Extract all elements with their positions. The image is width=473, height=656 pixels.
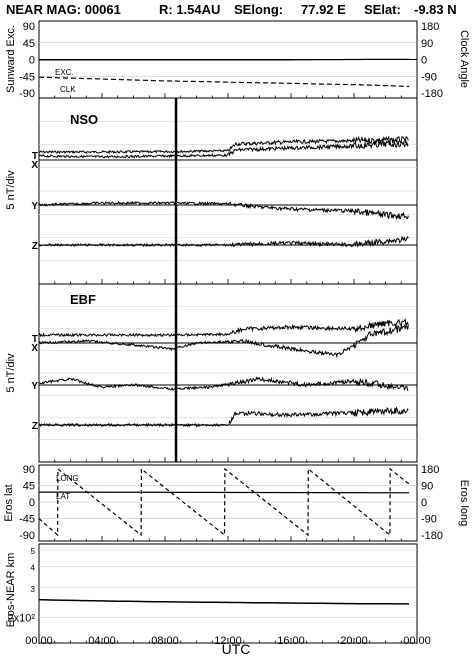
series-t (38, 318, 409, 338)
panel-exc-yticks: 90 45 0 -45 -90 (19, 21, 35, 100)
tick-label: 0 (421, 497, 427, 509)
x-tick-label: 16:00 (277, 635, 305, 647)
tick-label: -90 (19, 530, 35, 542)
tick-label: -90 (19, 88, 35, 100)
panel-eros-frame (38, 464, 418, 542)
series-z (38, 235, 409, 248)
panel-range-lines (39, 599, 410, 605)
clk-label: CLK (60, 85, 76, 94)
tick-label: -90 (421, 71, 437, 83)
channel-label-t: T (32, 334, 38, 345)
panel-nso-lines (38, 135, 409, 248)
series-y (39, 376, 409, 391)
x-tick-label: 08:00 (151, 635, 179, 647)
panel-ebf-channel-labels: TX Y Z (31, 334, 38, 432)
panel-eros-grid (39, 485, 417, 519)
panel-eros-lines (38, 467, 410, 537)
series-y (38, 200, 409, 221)
nso-title: NSO (70, 112, 98, 127)
x-tick-label: 04:00 (88, 635, 116, 647)
x-axis-ticks: 00:00 04:00 08:00 12:00 16:00 20:00 00:00 (25, 93, 431, 647)
tick-label: 90 (23, 21, 35, 33)
long-label: LONG (56, 474, 79, 483)
exc-ylabel: Sunward Exc. (5, 25, 17, 93)
panel-range-frame (38, 543, 418, 644)
channel-label-t: T (32, 151, 38, 162)
panel-nso-channel-labels: TX Y Z (31, 151, 38, 252)
header-selong-value: 77.92 E (301, 2, 346, 17)
series-t (38, 135, 409, 155)
panel-range-grid (39, 549, 417, 618)
channel-label-y: Y (31, 201, 38, 212)
x-axis-label: UTC (222, 641, 251, 656)
panel-eros-yticks-right: 180 90 0 -90 -180 (421, 464, 443, 542)
panel-exc-lines (38, 58, 410, 88)
tick-label: 90 (23, 464, 35, 476)
series-x (38, 324, 409, 359)
lat-series-line (38, 491, 410, 494)
tick-label: -45 (19, 71, 35, 83)
tick-label: 0 (421, 55, 427, 67)
tick-label: 0 (29, 55, 35, 67)
tick-label: 180 (421, 464, 439, 476)
channel-label-z: Z (32, 241, 38, 252)
header-selat: SElat: (364, 2, 401, 17)
ebf-title: EBF (70, 292, 96, 307)
x-tick-label: 20:00 (340, 635, 368, 647)
tick-label: 3 (31, 585, 36, 594)
tick-label: -180 (421, 88, 443, 100)
range-series-line (39, 599, 410, 605)
channel-label-z: Z (32, 421, 38, 432)
eros-lat-ylabel: Eros lat (3, 484, 15, 521)
exc-label: EXC. (55, 68, 74, 77)
tick-label: -45 (19, 514, 35, 526)
ebf-ylabel: 5 nT/div (5, 353, 17, 393)
clock-angle-ylabel: Clock Angle (458, 30, 470, 88)
x-tick-label: 00:00 (25, 635, 53, 647)
x-tick-label: 12:00 (214, 635, 242, 647)
panel-exc-yticks-right: 180 90 0 -90 -180 (421, 21, 443, 100)
exc-series-line (39, 58, 410, 61)
tick-label: 45 (23, 38, 35, 50)
panel-range-yticks: 5 4 3 2x10² (7, 547, 35, 625)
tick-label: -90 (421, 514, 437, 526)
tick-label: -180 (421, 530, 443, 542)
tick-label: 90 (421, 38, 433, 50)
tick-label: 4 (31, 563, 36, 572)
panel-ebf-lines (38, 318, 409, 428)
nso-ylabel: 5 nT/div (5, 170, 17, 210)
tick-label: 2x10² (7, 613, 35, 625)
lat-label: LAT (56, 492, 70, 501)
header-selat-value: -9.83 N (414, 2, 457, 17)
long-series-line (38, 467, 410, 537)
channel-label-x: X (31, 343, 38, 354)
panel-eros-yticks: 90 45 0 -45 -90 (19, 464, 35, 542)
series-x (38, 139, 409, 159)
channel-label-y: Y (31, 381, 38, 392)
tick-label: 5 (31, 547, 36, 556)
tick-label: 45 (23, 481, 35, 493)
tick-label: 90 (421, 481, 433, 493)
header-mission: NEAR MAG: 00061 (6, 2, 121, 17)
header-selong: SElong: (234, 2, 283, 17)
header-r: R: 1.54AU (159, 2, 220, 17)
tick-label: 180 (421, 21, 439, 33)
tick-label: 0 (29, 497, 35, 509)
channel-label-x: X (31, 160, 38, 171)
clk-series-line (38, 76, 410, 88)
range-ylabel: Eros-NEAR km (5, 553, 17, 628)
eros-long-ylabel: Eros long (458, 480, 470, 526)
series-z (38, 406, 409, 428)
x-tick-label: 00:00 (403, 635, 431, 647)
